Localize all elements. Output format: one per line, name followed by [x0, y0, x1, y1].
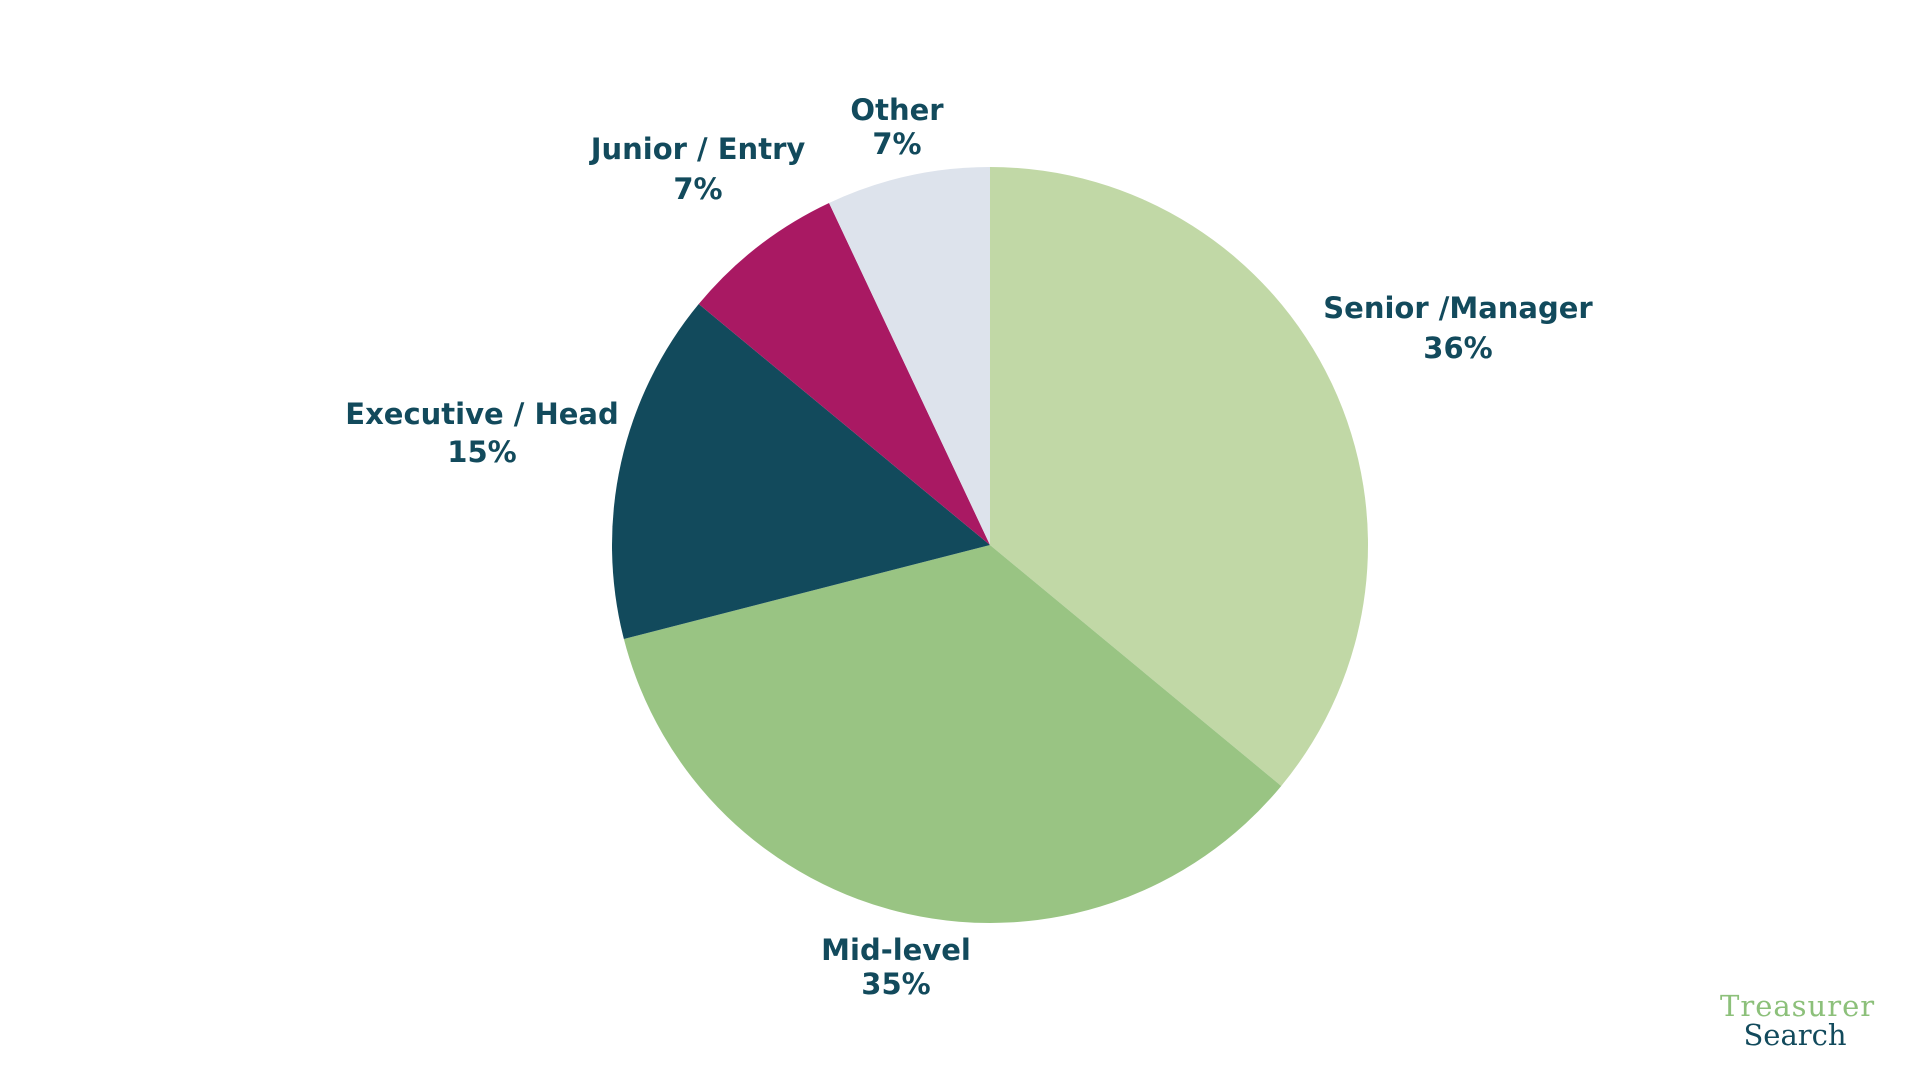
pie-slice-junior-entry	[698, 202, 990, 545]
slice-label-name: Executive / Head	[345, 397, 618, 431]
slice-label-value: 7%	[673, 172, 722, 206]
treasurer-search-logo: Treasurer Search	[1720, 989, 1876, 1052]
slice-label-name: Other	[850, 93, 944, 127]
pie-slice-executive-head	[611, 304, 990, 640]
pie-slices	[611, 167, 1368, 923]
slice-label-name: Senior /Manager	[1323, 291, 1593, 325]
slice-label-value: 35%	[861, 967, 930, 1001]
slice-label-name: Junior / Entry	[589, 132, 806, 166]
slice-label-value: 7%	[872, 127, 921, 161]
slice-label-name: Mid-level	[821, 933, 971, 967]
pie-slice-senior-manager	[990, 167, 1368, 786]
pie-slice-other	[829, 167, 990, 545]
slice-label-value: 15%	[447, 435, 516, 469]
logo-line-1: Treasurer	[1720, 989, 1876, 1023]
pie-slice-mid-level	[623, 545, 1282, 923]
logo-line-2: Search	[1743, 1018, 1847, 1052]
slice-label-value: 36%	[1423, 331, 1492, 365]
